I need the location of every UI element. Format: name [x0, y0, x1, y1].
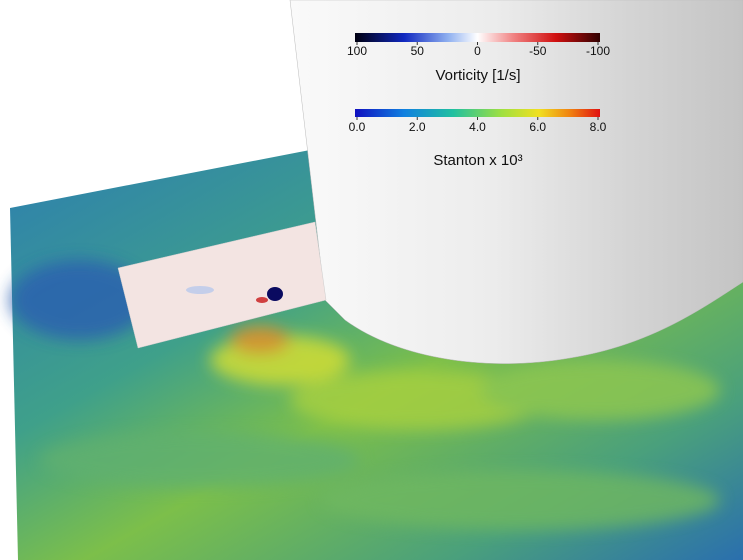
- tick-label: 6.0: [529, 120, 546, 134]
- tick-label: 100: [347, 44, 367, 58]
- colorbar-label: Stanton x 10³: [433, 152, 522, 169]
- tick-label: 2.0: [409, 120, 426, 134]
- tick-label: 50: [411, 44, 425, 58]
- colorbar-label: Vorticity [1/s]: [435, 67, 520, 84]
- vorticity-plane: [117, 221, 327, 349]
- vorticity-colorbar: [355, 33, 600, 42]
- tick-label: 8.0: [590, 120, 607, 134]
- tick-label: -100: [586, 44, 610, 58]
- colorbar: [355, 109, 600, 117]
- tick-label: 4.0: [469, 120, 486, 134]
- tick-label: 0.0: [349, 120, 366, 134]
- tick-label: 0: [474, 44, 481, 58]
- cylinder: [289, 0, 743, 364]
- stanton-colorbar: [355, 109, 600, 117]
- tick-label: -50: [529, 44, 547, 58]
- colorbar: [355, 33, 600, 42]
